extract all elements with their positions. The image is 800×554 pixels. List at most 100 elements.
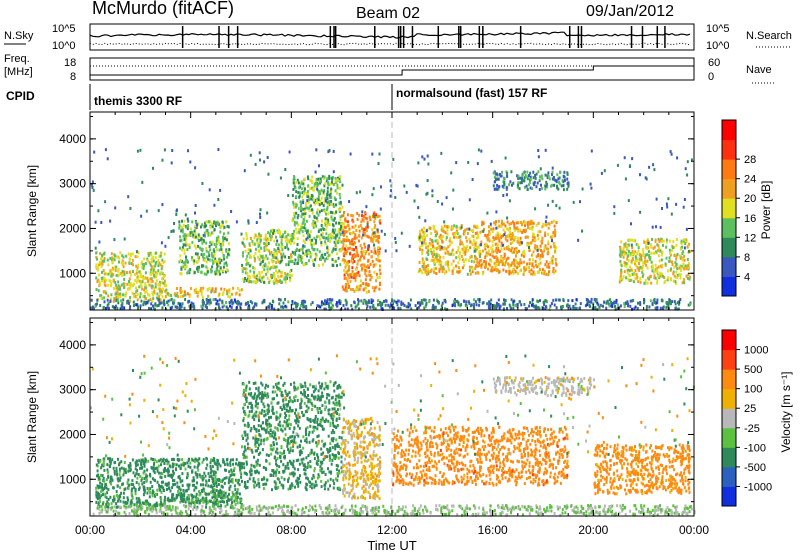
heatmap-cell bbox=[508, 226, 511, 230]
heatmap-cell bbox=[311, 175, 314, 179]
heatmap-cell bbox=[141, 287, 144, 291]
heatmap-cell bbox=[510, 307, 513, 311]
heatmap-cell bbox=[144, 302, 147, 306]
heatmap-cell bbox=[355, 245, 357, 249]
heatmap-cell bbox=[118, 469, 121, 473]
heatmap-cell bbox=[298, 231, 301, 235]
heatmap-cell bbox=[366, 304, 369, 308]
heatmap-cell bbox=[153, 503, 156, 507]
heatmap-cell bbox=[238, 293, 241, 297]
heatmap-cell bbox=[122, 298, 125, 302]
heatmap-cell bbox=[464, 252, 467, 256]
heatmap-cell bbox=[171, 458, 174, 461]
heatmap-cell bbox=[605, 306, 608, 310]
cpid-label: CPID bbox=[6, 89, 35, 103]
heatmap-cell bbox=[667, 304, 670, 308]
heatmap-cell bbox=[465, 300, 468, 304]
heatmap-cell bbox=[98, 273, 101, 277]
heatmap-cell bbox=[239, 305, 242, 309]
heatmap-cell bbox=[680, 266, 683, 270]
heatmap-cell bbox=[305, 231, 308, 235]
heatmap-cell bbox=[439, 246, 442, 250]
heatmap-cell bbox=[291, 302, 294, 306]
heatmap-cell bbox=[665, 238, 668, 242]
heatmap-cell bbox=[495, 220, 498, 224]
heatmap-cell bbox=[343, 210, 345, 214]
heatmap-cell bbox=[518, 228, 521, 232]
heatmap-cell bbox=[222, 235, 224, 239]
heatmap-cell bbox=[526, 177, 529, 181]
heatmap-cell bbox=[178, 220, 181, 224]
heatmap-cell bbox=[284, 297, 287, 301]
heatmap-cell bbox=[120, 261, 123, 265]
heatmap-cell bbox=[202, 233, 205, 237]
heatmap-cell bbox=[320, 243, 323, 247]
heatmap-cell bbox=[642, 264, 644, 268]
heatmap-cell bbox=[483, 260, 486, 263]
heatmap-cell bbox=[299, 191, 302, 195]
heatmap-cell bbox=[209, 240, 212, 244]
heatmap-cell bbox=[167, 303, 170, 307]
heatmap-cell bbox=[228, 290, 231, 294]
heatmap-cell bbox=[302, 186, 305, 190]
heatmap-cell bbox=[578, 307, 581, 311]
heatmap-cell bbox=[171, 305, 174, 309]
heatmap-cell bbox=[278, 302, 281, 306]
heatmap-cell bbox=[183, 290, 186, 294]
heatmap-cell bbox=[371, 305, 374, 309]
heatmap-cell bbox=[524, 174, 527, 177]
heatmap-cell bbox=[355, 247, 358, 251]
heatmap-cell bbox=[332, 228, 334, 232]
heatmap-cell bbox=[247, 274, 249, 278]
heatmap-cell bbox=[186, 476, 188, 480]
heatmap-cell bbox=[478, 250, 481, 254]
heatmap-cell bbox=[620, 264, 623, 268]
heatmap-cell bbox=[506, 227, 509, 231]
heatmap-cell bbox=[103, 459, 105, 463]
heatmap-cell bbox=[464, 258, 467, 262]
heatmap-cell bbox=[239, 468, 242, 472]
colorbar-segment bbox=[722, 217, 736, 238]
heatmap-cell bbox=[294, 186, 297, 190]
heatmap-cell bbox=[97, 458, 100, 462]
heatmap-cell bbox=[242, 277, 245, 281]
heatmap-cell bbox=[621, 250, 624, 254]
heatmap-cell bbox=[105, 278, 108, 282]
heatmap-cell bbox=[538, 188, 541, 191]
heatmap-cell bbox=[502, 194, 505, 197]
heatmap-cell bbox=[463, 229, 465, 233]
heatmap-cell bbox=[312, 262, 315, 266]
heatmap-cell bbox=[686, 276, 689, 280]
heatmap-cell bbox=[369, 274, 372, 278]
heatmap-cell bbox=[124, 487, 127, 491]
heatmap-cell bbox=[339, 208, 342, 212]
heatmap-cell bbox=[172, 229, 175, 233]
heatmap-cell bbox=[377, 259, 380, 263]
colorbar-tick-label: 8 bbox=[744, 252, 750, 264]
heatmap-cell bbox=[451, 304, 454, 308]
heatmap-cell bbox=[136, 476, 139, 480]
heatmap-cell bbox=[428, 226, 431, 230]
heatmap-cell bbox=[184, 293, 187, 297]
heatmap-cell bbox=[360, 279, 362, 283]
heatmap-cell bbox=[673, 254, 676, 257]
heatmap-cell bbox=[229, 461, 232, 465]
heatmap-cell bbox=[180, 305, 183, 309]
heatmap-cell bbox=[440, 307, 443, 311]
heatmap-cell bbox=[238, 463, 241, 467]
heatmap-cell bbox=[149, 487, 152, 491]
heatmap-cell bbox=[460, 224, 463, 227]
heatmap-cell bbox=[492, 236, 495, 240]
heatmap-cell bbox=[323, 302, 326, 306]
heatmap-cell bbox=[650, 245, 653, 249]
heatmap-cell bbox=[260, 246, 263, 250]
heatmap-cell bbox=[384, 303, 387, 307]
heatmap-cell bbox=[494, 236, 497, 240]
heatmap-cell bbox=[418, 230, 421, 233]
heatmap-cell bbox=[104, 495, 107, 498]
heatmap-cell bbox=[342, 242, 345, 246]
heatmap-cell bbox=[123, 272, 126, 276]
heatmap-cell bbox=[357, 302, 360, 306]
heatmap-cell bbox=[152, 265, 155, 268]
heatmap-cell bbox=[279, 279, 282, 283]
